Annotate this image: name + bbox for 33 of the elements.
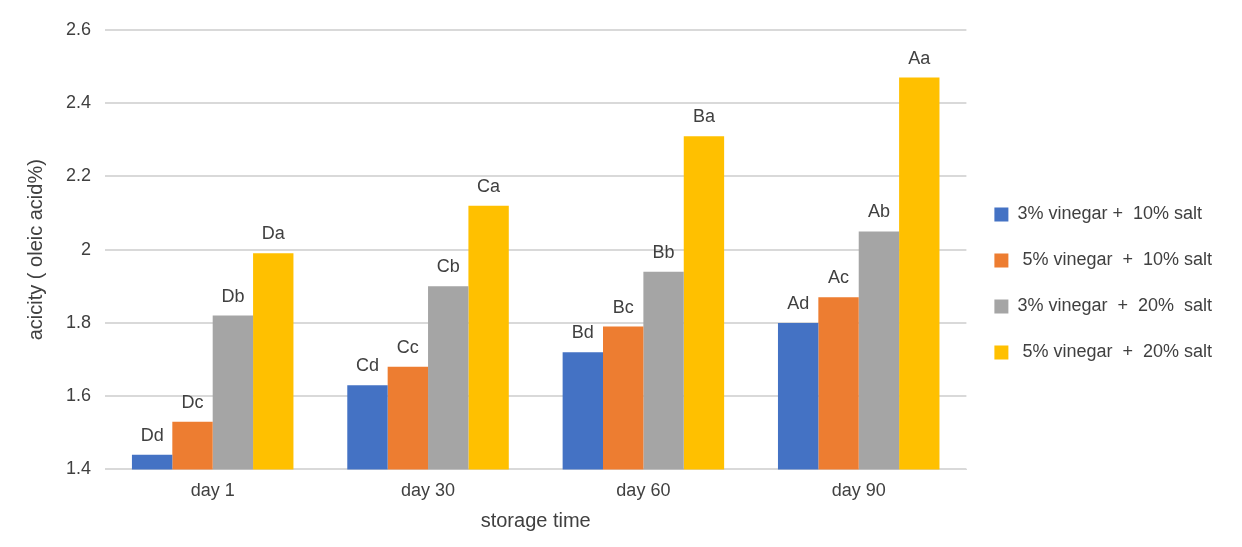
data-label: Cd: [355, 355, 379, 376]
y-tick-label: 1.4: [65, 458, 92, 479]
x-tick-label: day 1: [190, 480, 235, 501]
data-label: Ca: [477, 175, 502, 196]
x-tick-label: day 60: [616, 480, 671, 501]
data-label: Ab: [867, 201, 890, 222]
y-tick-label: 2.4: [65, 92, 92, 113]
data-label: Dc: [181, 391, 204, 412]
data-label: Aa: [908, 47, 932, 68]
data-label: Ac: [828, 267, 850, 288]
legend-label: 5% vinegar + 20% salt: [1017, 341, 1212, 362]
legend-label: 3% vinegar + 20% salt: [1017, 295, 1212, 316]
data-label: Bc: [612, 296, 634, 317]
data-label: Bd: [571, 322, 594, 343]
data-label: Db: [221, 285, 245, 306]
data-label: Dd: [140, 424, 164, 445]
legend-label: 3% vinegar + 10% salt: [1017, 203, 1202, 224]
x-tick-label: day 30: [401, 480, 456, 501]
data-label: Da: [261, 223, 286, 244]
x-axis-title: storage time: [480, 508, 591, 531]
y-tick-label: 2.6: [65, 18, 92, 39]
legend-label: 5% vinegar + 10% salt: [1017, 249, 1212, 270]
data-label: Ba: [692, 106, 716, 127]
x-tick-label: day 90: [831, 480, 886, 501]
data-label: Ad: [787, 292, 810, 313]
y-tick-label: 2.2: [65, 165, 92, 186]
y-tick-label: 2: [81, 238, 92, 259]
data-label: Cb: [436, 256, 460, 277]
data-label: Cc: [396, 336, 419, 357]
y-axis-title: acicity ( oleic acid%): [23, 159, 46, 341]
y-tick-label: 1.8: [65, 311, 92, 332]
y-tick-label: 1.6: [65, 385, 92, 406]
data-label: Bb: [652, 241, 675, 262]
